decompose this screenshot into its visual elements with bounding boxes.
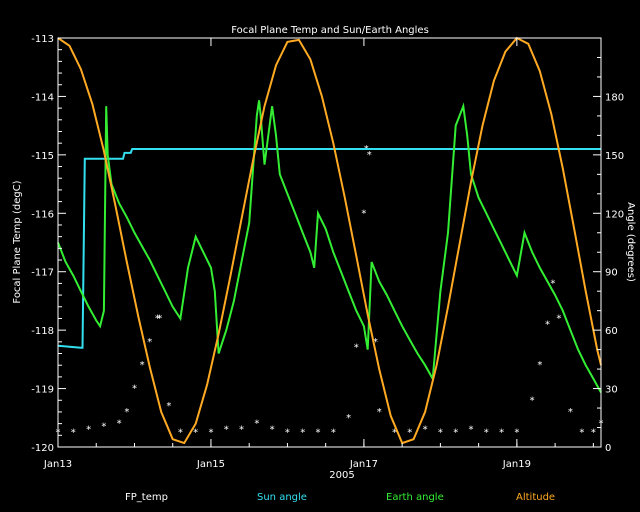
axes-frame bbox=[57, 37, 602, 448]
legend-fp-temp: FP_temp bbox=[125, 492, 168, 503]
data-point: * bbox=[556, 313, 561, 324]
y-tick-label-left: -113 bbox=[31, 34, 54, 45]
data-point: * bbox=[224, 424, 229, 435]
y-tick-label-right: 90 bbox=[605, 268, 618, 279]
data-point: * bbox=[101, 422, 106, 433]
y-tick-label-right: 120 bbox=[605, 209, 624, 220]
x-tick-label: Jan15 bbox=[196, 459, 225, 470]
data-point: * bbox=[568, 407, 573, 418]
data-point: * bbox=[124, 407, 129, 418]
plot-area: * * * * * * * * * * * * * * * * * * * * * * * * * * * * * * * * * * * * * * * *… bbox=[56, 36, 604, 445]
y-tick-label-left: -117 bbox=[31, 268, 54, 279]
data-point: * bbox=[132, 384, 137, 395]
data-point: * bbox=[254, 419, 259, 430]
y-tick-label-right: 60 bbox=[605, 326, 618, 337]
y-axis-label-left: Focal Plane Temp (degC) bbox=[12, 180, 23, 303]
data-point: * bbox=[579, 427, 584, 438]
data-point: * bbox=[178, 427, 183, 438]
data-point: * bbox=[550, 278, 555, 289]
data-point: * bbox=[453, 427, 458, 438]
y-tick-label-left: -118 bbox=[31, 326, 54, 337]
data-point: * bbox=[147, 337, 152, 348]
data-point: * bbox=[331, 427, 336, 438]
data-point: * bbox=[239, 424, 244, 435]
y-tick-label-left: -116 bbox=[31, 209, 54, 220]
data-point: * bbox=[537, 360, 542, 371]
y-tick-label-right: 0 bbox=[605, 443, 611, 454]
data-point: * bbox=[530, 395, 535, 406]
y-axis-label-right: Angle (degrees) bbox=[625, 202, 636, 282]
data-point: * bbox=[166, 401, 171, 412]
data-point: * bbox=[392, 427, 397, 438]
y-tick-label-right: 180 bbox=[605, 92, 624, 103]
x-axis-label: 2005 bbox=[329, 470, 354, 481]
data-point: * bbox=[86, 424, 91, 435]
data-point: * bbox=[157, 313, 162, 324]
legend-earth-angle: Earth angle bbox=[386, 492, 444, 503]
legend-altitude: Altitude bbox=[516, 492, 556, 503]
y-tick-label-right: 150 bbox=[605, 151, 624, 162]
legend-sun-angle: Sun angle bbox=[257, 492, 307, 503]
data-point: * bbox=[514, 427, 519, 438]
data-point: * bbox=[499, 427, 504, 438]
data-point: * bbox=[117, 419, 122, 430]
data-point: * bbox=[285, 427, 290, 438]
data-point: * bbox=[361, 208, 366, 219]
y-tick-label-left: -119 bbox=[31, 385, 54, 396]
data-point: * bbox=[438, 427, 443, 438]
data-point: * bbox=[423, 424, 428, 435]
data-point: * bbox=[316, 427, 321, 438]
series-line-earth-angle bbox=[57, 100, 602, 393]
chart-title: Focal Plane Temp and Sun/Earth Angles bbox=[231, 25, 429, 36]
data-point: * bbox=[545, 319, 550, 330]
series-fp-temp: * * * * * * * * * * * * * * * * * * * * * * * * * * * * * * * * * * * * * * * *… bbox=[56, 144, 604, 438]
x-tick-label: Jan13 bbox=[43, 459, 72, 470]
data-point: * bbox=[591, 427, 596, 438]
data-point: * bbox=[140, 360, 145, 371]
y-tick-label-right: 30 bbox=[605, 385, 618, 396]
data-point: * bbox=[346, 413, 351, 424]
x-tick-label: Jan19 bbox=[502, 459, 531, 470]
data-point: * bbox=[354, 343, 359, 354]
data-point: * bbox=[377, 407, 382, 418]
data-point: * bbox=[468, 424, 473, 435]
x-tick-label: Jan17 bbox=[349, 459, 378, 470]
y-tick-label-left: -114 bbox=[31, 92, 54, 103]
y-tick-label-left: -115 bbox=[31, 151, 54, 162]
data-point: * bbox=[155, 313, 160, 324]
data-point: * bbox=[193, 427, 198, 438]
data-point: * bbox=[407, 427, 412, 438]
data-point: * bbox=[208, 427, 213, 438]
data-point: * bbox=[373, 337, 378, 348]
data-point: * bbox=[71, 427, 76, 438]
data-point: * bbox=[484, 427, 489, 438]
data-point: * bbox=[270, 424, 275, 435]
data-point: * bbox=[300, 427, 305, 438]
y-tick-label-left: -120 bbox=[31, 443, 54, 454]
data-point: * bbox=[367, 150, 372, 161]
